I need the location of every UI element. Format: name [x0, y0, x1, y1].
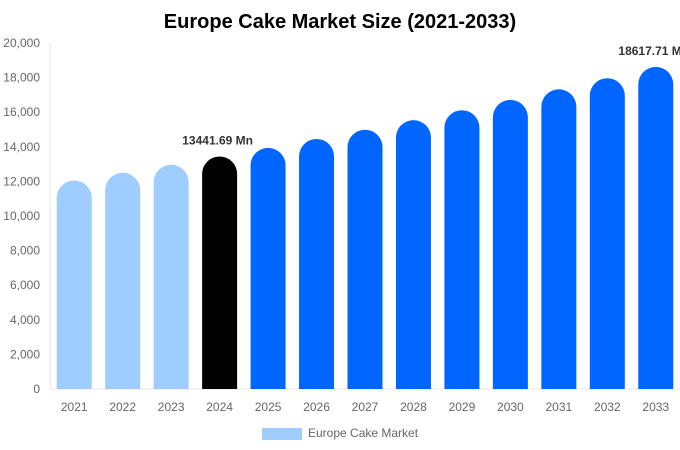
bar-2021 — [56, 180, 92, 389]
x-tick-label: 2032 — [594, 400, 621, 414]
y-tick-label: 14,000 — [3, 140, 40, 154]
y-tick-label: 20,000 — [3, 36, 40, 50]
bar-2027 — [347, 129, 383, 389]
y-tick-label: 2,000 — [10, 347, 40, 361]
x-tick-label: 2022 — [109, 400, 136, 414]
y-axis: 0 2,000 4,000 6,000 8,000 10,000 12,000 14,000 1… — [3, 36, 51, 396]
y-tick-label: 12,000 — [3, 174, 40, 188]
bar-2029 — [444, 110, 480, 390]
x-tick-label: 2027 — [352, 400, 379, 414]
y-tick-label: 8,000 — [10, 244, 40, 258]
x-tick-label: 2030 — [497, 400, 524, 414]
bar-2024 — [202, 156, 238, 389]
bar-2028 — [395, 120, 431, 389]
x-tick-label: 2025 — [255, 400, 282, 414]
bar-2033 — [638, 66, 674, 389]
data-label-2033: 18617.71 Mn — [618, 44, 680, 58]
y-tick-label: 18,000 — [3, 71, 40, 85]
bar-2026 — [299, 138, 335, 389]
x-tick-label: 2028 — [400, 400, 427, 414]
data-label-2024: 13441.69 Mn — [182, 133, 253, 147]
bar-2022 — [105, 172, 141, 389]
legend-label: Europe Cake Market — [308, 426, 419, 440]
legend-swatch — [262, 428, 302, 440]
bar-2030 — [492, 99, 528, 389]
bar-2031 — [541, 89, 577, 390]
data-labels: 13441.69 Mn 18617.71 Mn — [182, 44, 680, 148]
x-tick-label: 2033 — [642, 400, 669, 414]
x-tick-label: 2024 — [206, 400, 233, 414]
bar-2023 — [153, 164, 189, 389]
bars — [56, 66, 674, 390]
x-tick-label: 2031 — [545, 400, 572, 414]
y-tick-label: 4,000 — [10, 313, 40, 327]
bar-2025 — [250, 147, 286, 389]
x-tick-label: 2029 — [449, 400, 476, 414]
bar-2032 — [589, 78, 625, 389]
x-tick-label: 2021 — [61, 400, 88, 414]
x-axis: 2021 2022 2023 2024 2025 2026 2027 2028 2029 2030… — [50, 388, 680, 414]
y-tick-label: 6,000 — [10, 278, 40, 292]
x-tick-label: 2026 — [303, 400, 330, 414]
y-tick-label: 0 — [33, 382, 40, 396]
x-tick-label: 2023 — [158, 400, 185, 414]
legend: Europe Cake Market — [262, 426, 419, 440]
y-tick-label: 16,000 — [3, 105, 40, 119]
y-tick-label: 10,000 — [3, 209, 40, 223]
chart-title: Europe Cake Market Size (2021-2033) — [164, 11, 516, 33]
